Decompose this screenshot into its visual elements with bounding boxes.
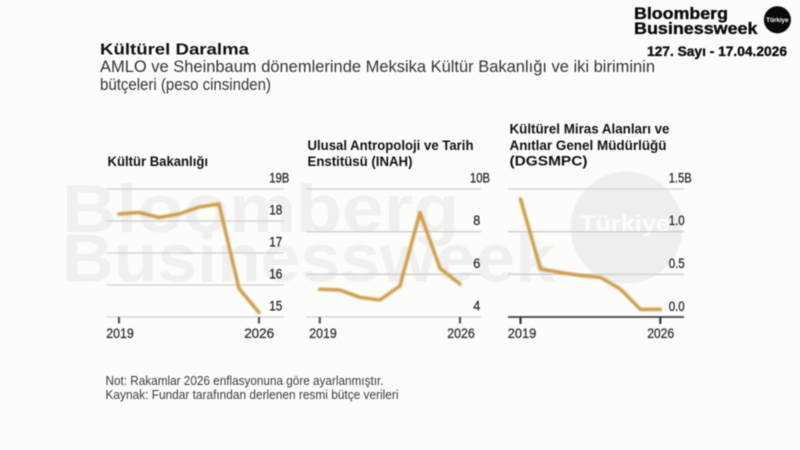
svg-text:6: 6 bbox=[473, 255, 480, 271]
svg-text:18: 18 bbox=[269, 202, 282, 218]
svg-text:127. Sayı - 17.04.2026: 127. Sayı - 17.04.2026 bbox=[647, 44, 787, 59]
svg-text:2019: 2019 bbox=[106, 326, 134, 341]
svg-text:Bloomberg: Bloomberg bbox=[634, 4, 728, 23]
svg-text:Bloomberg: Bloomberg bbox=[62, 171, 459, 247]
svg-text:AMLO ve Sheinbaum dönemlerinde: AMLO ve Sheinbaum dönemlerinde Meksika K… bbox=[100, 57, 655, 76]
svg-text:4: 4 bbox=[473, 298, 480, 314]
svg-text:Kültür Bakanlığı: Kültür Bakanlığı bbox=[108, 153, 209, 169]
svg-text:Enstitüsü (INAH): Enstitüsü (INAH) bbox=[308, 153, 413, 169]
svg-text:2019: 2019 bbox=[508, 326, 537, 341]
svg-text:2026: 2026 bbox=[244, 326, 274, 341]
svg-text:Businessweek: Businessweek bbox=[634, 19, 758, 38]
svg-text:1.5B: 1.5B bbox=[669, 170, 692, 186]
svg-text:0.5: 0.5 bbox=[669, 255, 685, 271]
svg-text:Businessweek: Businessweek bbox=[62, 221, 555, 297]
svg-text:bütçeleri (peso cinsinden): bütçeleri (peso cinsinden) bbox=[100, 75, 271, 94]
svg-text:Not: Rakamlar 2026 enflasyonun: Not: Rakamlar 2026 enflasyonuna göre aya… bbox=[106, 374, 384, 388]
svg-text:1.0: 1.0 bbox=[669, 212, 685, 228]
svg-text:Ulusal Antropoloji ve Tarih: Ulusal Antropoloji ve Tarih bbox=[308, 137, 474, 153]
svg-text:Anıtlar Genel Müdürlüğü: Anıtlar Genel Müdürlüğü bbox=[510, 137, 667, 153]
svg-text:2026: 2026 bbox=[647, 326, 674, 341]
svg-text:2026: 2026 bbox=[447, 326, 475, 341]
svg-text:8: 8 bbox=[473, 212, 480, 228]
svg-text:17: 17 bbox=[269, 234, 282, 250]
svg-text:2019: 2019 bbox=[309, 326, 337, 341]
svg-text:(DGSMPC): (DGSMPC) bbox=[510, 153, 588, 169]
svg-text:Kültürel Daralma: Kültürel Daralma bbox=[100, 42, 249, 59]
svg-text:Kaynak: Fundar tarafından derl: Kaynak: Fundar tarafından derlenen resmi… bbox=[106, 388, 399, 402]
svg-text:16: 16 bbox=[269, 266, 282, 282]
svg-text:0.0: 0.0 bbox=[669, 298, 685, 314]
svg-text:Türkiye: Türkiye bbox=[766, 17, 788, 24]
svg-text:19B: 19B bbox=[269, 170, 289, 186]
svg-text:10B: 10B bbox=[470, 170, 490, 186]
svg-text:Türkiye: Türkiye bbox=[580, 211, 670, 237]
svg-text:15: 15 bbox=[269, 298, 282, 314]
svg-text:Kültürel Miras Alanları ve: Kültürel Miras Alanları ve bbox=[510, 121, 670, 137]
